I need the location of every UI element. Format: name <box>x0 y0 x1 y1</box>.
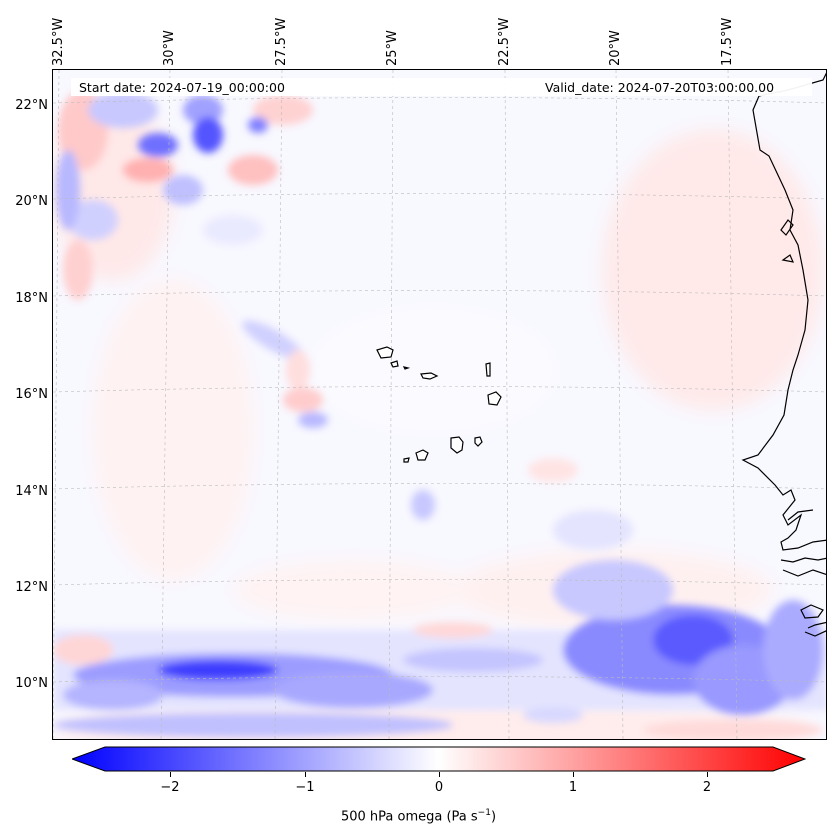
lon-label-22-5w: 22.5°W <box>497 17 512 66</box>
field-northwest <box>56 90 313 300</box>
field-central <box>203 215 633 550</box>
omega-map: Start date: 2024-07-19_00:00:00 Valid_da… <box>52 69 827 740</box>
colorbar-tick-label: 2 <box>702 780 712 795</box>
colorbar-label: 500 hPa omega (Pa s−1) <box>340 808 497 825</box>
colorbar-tick-label: −2 <box>160 780 180 795</box>
lat-label-12n: 12°N <box>15 580 48 595</box>
map-canvas <box>53 70 826 739</box>
colorbar-tick-label: 1 <box>568 780 578 795</box>
colorbar-tick-mark <box>439 772 440 777</box>
colorbar-gradient <box>72 746 806 772</box>
gridlines <box>53 70 826 739</box>
lon-label-17-5w: 17.5°W <box>720 17 735 66</box>
lat-label-18n: 18°N <box>15 291 48 306</box>
lat-label-10n: 10°N <box>15 676 48 691</box>
colorbar-tick-label: 0 <box>434 780 444 795</box>
colorbar-tick-mark <box>707 772 708 777</box>
lon-label-32-5w: 32.5°W <box>51 17 66 66</box>
lon-label-25w: 25°W <box>385 30 400 66</box>
lon-label-30w: 30°W <box>162 30 177 66</box>
colorbar-tick-mark <box>305 772 306 777</box>
lat-label-20n: 20°N <box>15 194 48 209</box>
cape-verde-islands <box>376 346 502 463</box>
start-date-label: Start date: 2024-07-19_00:00:00 <box>79 80 285 95</box>
field-southern-band <box>53 560 826 739</box>
lon-label-27-5w: 27.5°W <box>274 17 289 66</box>
lon-label-20w: 20°W <box>608 30 623 66</box>
colorbar-tick-mark <box>573 772 574 777</box>
lat-label-22n: 22°N <box>15 98 48 113</box>
lat-label-16n: 16°N <box>15 387 48 402</box>
lat-label-14n: 14°N <box>15 484 48 499</box>
colorbar-tick-label: −1 <box>295 780 315 795</box>
colorbar <box>72 746 806 772</box>
african-coastline <box>741 72 826 637</box>
valid-date-label: Valid_date: 2024-07-20T03:00:00.00 <box>545 80 775 95</box>
colorbar-tick-mark <box>170 772 171 777</box>
